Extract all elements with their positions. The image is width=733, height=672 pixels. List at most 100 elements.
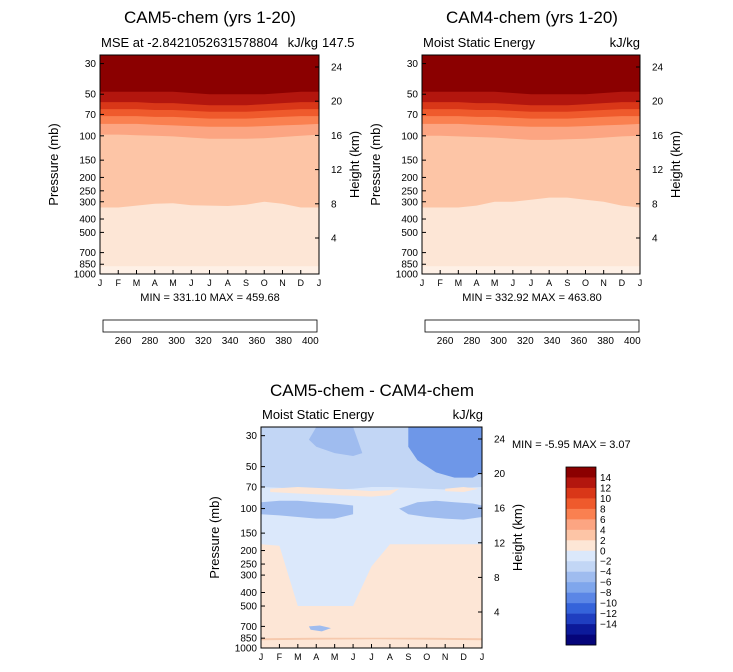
contour-region — [399, 500, 482, 520]
month-tick-label: O — [261, 278, 268, 288]
pressure-tick-label: 500 — [401, 228, 418, 239]
height-tick-label: 16 — [331, 131, 343, 142]
pressure-tick-label: 400 — [240, 588, 257, 599]
pressure-tick-label: 400 — [79, 215, 96, 226]
colorbar-label: 300 — [168, 336, 185, 347]
colorbar-swatch — [566, 603, 596, 614]
colorbar-label: 4 — [600, 525, 606, 536]
colorbar-cam4: 260 280 300 320 340 360 380 400 — [424, 319, 641, 347]
month-tick-label: J — [351, 652, 356, 662]
month-tick-label: A — [225, 278, 231, 288]
colorbar-label: 400 — [302, 336, 319, 347]
colorbar-swatch — [566, 624, 596, 635]
y2-axis-label: Height (km) — [668, 131, 683, 198]
colorbar-label: −6 — [600, 578, 612, 589]
colorbar-label: 380 — [597, 336, 614, 347]
month-tick-label: F — [437, 278, 443, 288]
month-tick-label: D — [460, 652, 467, 662]
pressure-tick-label: 300 — [79, 197, 96, 208]
colorbar-label: 260 — [115, 336, 132, 347]
panel-title: CAM5-chem - CAM4-chem — [270, 381, 474, 400]
pressure-tick-label: 700 — [401, 248, 418, 259]
colorbar-label: 2 — [600, 536, 606, 547]
month-tick-label: M — [455, 278, 463, 288]
colorbar-label: 320 — [195, 336, 212, 347]
pressure-tick-label: 500 — [240, 602, 257, 613]
colorbar-cam5: 260 280 300 320 340 360 380 400 — [102, 319, 319, 347]
colorbar-label: −2 — [600, 557, 612, 568]
panel-cam4: CAM4-chem (yrs 1-20) Moist Static Energy… — [368, 8, 683, 304]
colorbar-label: −8 — [600, 588, 612, 599]
colorbar-swatch — [566, 498, 596, 510]
month-tick-label: S — [405, 652, 411, 662]
pressure-tick-label: 500 — [79, 228, 96, 239]
pressure-tick-label: 850 — [79, 260, 96, 271]
pressure-tick-label: 30 — [85, 59, 97, 70]
height-tick-label: 16 — [494, 504, 506, 515]
contour-region — [261, 453, 438, 467]
month-tick-label: N — [600, 278, 607, 288]
pressure-tick-label: 70 — [85, 110, 97, 121]
pressure-tick-label: 850 — [240, 634, 257, 645]
month-tick-label: N — [442, 652, 449, 662]
panel-title: CAM4-chem (yrs 1-20) — [446, 8, 618, 27]
pressure-tick-label: 250 — [240, 560, 257, 571]
height-tick-label: 8 — [652, 199, 658, 210]
pressure-tick-label: 300 — [401, 197, 418, 208]
colorbar-swatch — [566, 571, 596, 583]
month-tick-label: J — [369, 652, 374, 662]
colorbar-label: −10 — [600, 599, 617, 610]
panel-difference: CAM5-chem - CAM4-chem Moist Static Energ… — [207, 381, 631, 662]
colorbar-frame — [565, 466, 597, 646]
y2-axis-label: Height (km) — [347, 131, 362, 198]
colorbar-swatch — [566, 561, 596, 573]
pressure-tick-label: 50 — [407, 90, 419, 101]
pressure-tick-label: 150 — [401, 156, 418, 167]
month-tick-label: F — [277, 652, 283, 662]
colorbar-label: 300 — [490, 336, 507, 347]
pressure-tick-label: 700 — [79, 248, 96, 259]
panel-left-label: MSE at -2.8421052631578804 — [101, 35, 278, 50]
contour-field — [261, 427, 482, 648]
pressure-tick-label: 300 — [240, 571, 257, 582]
pressure-tick-label: 200 — [240, 546, 257, 557]
contour-region — [445, 487, 479, 492]
height-tick-label: 4 — [652, 234, 658, 245]
y2-axis-label: Height (km) — [510, 504, 525, 571]
pressure-tick-label: 1000 — [235, 644, 258, 655]
panel-overlap-label: 147.5 — [322, 35, 355, 50]
colorbar-swatch — [566, 487, 596, 499]
contour-region — [261, 637, 482, 641]
month-tick-label: M — [133, 278, 141, 288]
colorbar-label: 12 — [600, 483, 612, 494]
month-tick-label: N — [279, 278, 286, 288]
month-tick-label: J — [480, 652, 485, 662]
colorbar-swatch — [566, 467, 596, 478]
month-tick-label: M — [331, 652, 339, 662]
colorbar-swatch — [566, 477, 596, 489]
height-tick-label: 20 — [494, 469, 506, 480]
colorbar-swatch — [566, 508, 596, 520]
height-tick-label: 16 — [652, 131, 664, 142]
panel-title: CAM5-chem (yrs 1-20) — [124, 8, 296, 27]
contour-region — [270, 487, 400, 497]
colorbar-label: 6 — [600, 515, 606, 526]
y-axis-label: Pressure (mb) — [46, 123, 61, 205]
month-tick-label: F — [116, 278, 122, 288]
colorbar-label: 360 — [248, 336, 265, 347]
panel-units-label: kJ/kg — [610, 35, 640, 50]
colorbar-swatch — [566, 519, 596, 531]
contour-region — [261, 500, 354, 519]
contour-region — [308, 625, 331, 632]
month-tick-label: M — [169, 278, 177, 288]
panel-left-label: Moist Static Energy — [423, 35, 535, 50]
month-tick-label: D — [298, 278, 305, 288]
contour-region — [308, 427, 363, 456]
colorbar-label: 360 — [570, 336, 587, 347]
height-tick-label: 24 — [652, 63, 664, 74]
contour-band — [261, 544, 482, 648]
height-tick-label: 4 — [331, 234, 337, 245]
colorbar-label: 260 — [437, 336, 454, 347]
